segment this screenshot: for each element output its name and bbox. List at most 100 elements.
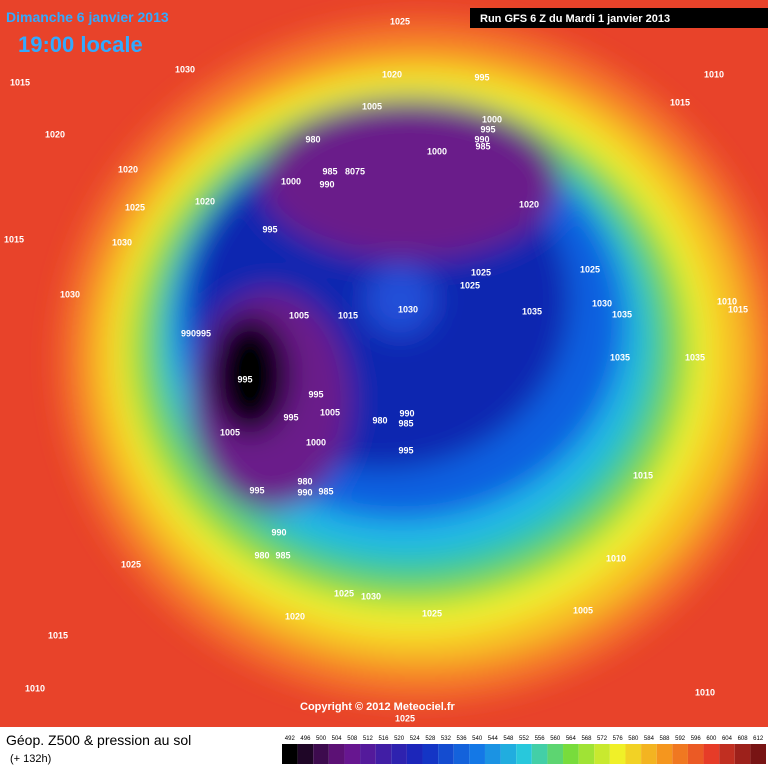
isobar-label: 1010 xyxy=(695,687,715,697)
scale-label: 564 xyxy=(566,736,577,742)
scale-label: 520 xyxy=(394,736,405,742)
isobar-label: 1035 xyxy=(685,352,705,362)
isobar-label: 1000 xyxy=(306,437,326,447)
isobar-label: 1020 xyxy=(45,129,65,139)
scale-swatch xyxy=(422,744,439,764)
isobar-label: 1020 xyxy=(118,164,138,174)
isobar-label: 1025 xyxy=(334,588,354,598)
scale-swatch xyxy=(297,744,314,764)
isobar-label: 995 xyxy=(283,412,298,422)
scale-label: 584 xyxy=(644,736,655,742)
scale-swatch xyxy=(750,744,766,764)
scale-swatch xyxy=(547,744,564,764)
scale-label: 508 xyxy=(347,736,358,742)
scale-swatch xyxy=(703,744,720,764)
scale-swatch xyxy=(719,744,735,764)
isobar-label: 1025 xyxy=(395,713,415,723)
scale-swatch xyxy=(656,744,673,764)
scale-label: 600 xyxy=(706,736,717,742)
scale-label: 524 xyxy=(410,736,421,742)
isobar-labels: 1025 1030 1015 1020 1020 1025 1020 1015 1030 1030… xyxy=(4,16,748,723)
isobar-label: 1000 xyxy=(427,146,447,156)
scale-label: 560 xyxy=(550,736,561,742)
isobar-label: 1005 xyxy=(220,427,240,437)
scale-swatch xyxy=(672,744,688,764)
scale-swatch xyxy=(687,744,704,764)
isobar-label: 990 xyxy=(474,134,489,144)
scale-label: 580 xyxy=(628,736,639,742)
date: Dimanche 6 janvier 2013 xyxy=(6,9,169,25)
isobar-label: 1010 xyxy=(606,553,626,563)
scale-label: 596 xyxy=(691,736,702,742)
scale-label: 576 xyxy=(613,736,624,742)
scale-label: 532 xyxy=(441,736,452,742)
scale-label: 544 xyxy=(488,736,499,742)
isobar-label: 1015 xyxy=(338,310,358,320)
scale-swatch xyxy=(531,744,548,764)
isobar-label: 1030 xyxy=(398,304,418,314)
scale-swatch xyxy=(734,744,751,764)
scale-label: 496 xyxy=(300,736,311,742)
run: Run GFS 6 Z du Mardi 1 janvier 2013 xyxy=(480,13,670,25)
isobar-label: 1030 xyxy=(60,289,80,299)
scale-swatch xyxy=(313,744,329,764)
scale-swatch xyxy=(438,744,454,764)
isobar-label: 1035 xyxy=(612,309,632,319)
isobar-label: 985 xyxy=(275,550,290,560)
isobar-label: 980 xyxy=(372,415,387,425)
scale-label: 568 xyxy=(581,736,592,742)
scale-swatch xyxy=(391,744,407,764)
scale-label: 512 xyxy=(363,736,374,742)
scale-swatch xyxy=(375,744,392,764)
isobar-label: 995 xyxy=(249,485,264,495)
geopotential-field xyxy=(60,20,768,700)
scale-label: 528 xyxy=(425,736,436,742)
isobar-label: 985 xyxy=(398,418,413,428)
isobar-label: 980 xyxy=(305,134,320,144)
scale-swatch xyxy=(484,744,501,764)
isobar-label: 1030 xyxy=(361,591,381,601)
isobar-label: 985 xyxy=(475,141,490,151)
isobar-label: 995 xyxy=(474,72,489,82)
isobar-label: 985 xyxy=(322,166,337,176)
isobar-label: 1025 xyxy=(121,559,141,569)
isobar-label: 980 xyxy=(297,476,312,486)
isobar-label: 1015 xyxy=(633,470,653,480)
scale-label: 548 xyxy=(503,736,514,742)
isobar-label: 1025 xyxy=(460,280,480,290)
scale-label: 504 xyxy=(332,736,343,742)
isobar-label: 995 xyxy=(237,374,252,384)
isobar-label: 1015 xyxy=(48,630,68,640)
isobar-label: 1020 xyxy=(195,196,215,206)
scale-label: 608 xyxy=(738,736,749,742)
scale-swatch xyxy=(641,744,657,764)
isobar-label: 1025 xyxy=(471,267,491,277)
scale-label: 500 xyxy=(316,736,327,742)
run-box xyxy=(470,8,768,28)
scale-label: 556 xyxy=(535,736,546,742)
isobar-label: 1030 xyxy=(112,237,132,247)
isobar-label: 995 xyxy=(480,124,495,134)
scale-label: 540 xyxy=(472,736,483,742)
scale-swatch xyxy=(406,744,423,764)
scale-swatch xyxy=(578,744,595,764)
lead-time: (+ 132h) xyxy=(10,753,51,765)
isobar-label: 1005 xyxy=(362,101,382,111)
scale-swatch xyxy=(344,744,361,764)
isobar-label: 1015 xyxy=(10,77,30,87)
scale-swatch xyxy=(328,744,345,764)
isobar-label: 1015 xyxy=(670,97,690,107)
scale-swatch xyxy=(594,744,610,764)
isobar-label: 985 xyxy=(318,486,333,496)
isobar-label: 1025 xyxy=(125,202,145,212)
isobar-label: 1020 xyxy=(285,611,305,621)
isobar-label: 1000 xyxy=(281,176,301,186)
isobar-label: 990995 xyxy=(181,328,211,338)
isobar-label: 1020 xyxy=(382,69,402,79)
isobar-label: 1035 xyxy=(610,352,630,362)
isobar-label: 1010 xyxy=(704,69,724,79)
isobar-label: 1005 xyxy=(289,310,309,320)
isobar-label: 1020 xyxy=(519,199,539,209)
scale-label: 516 xyxy=(378,736,389,742)
